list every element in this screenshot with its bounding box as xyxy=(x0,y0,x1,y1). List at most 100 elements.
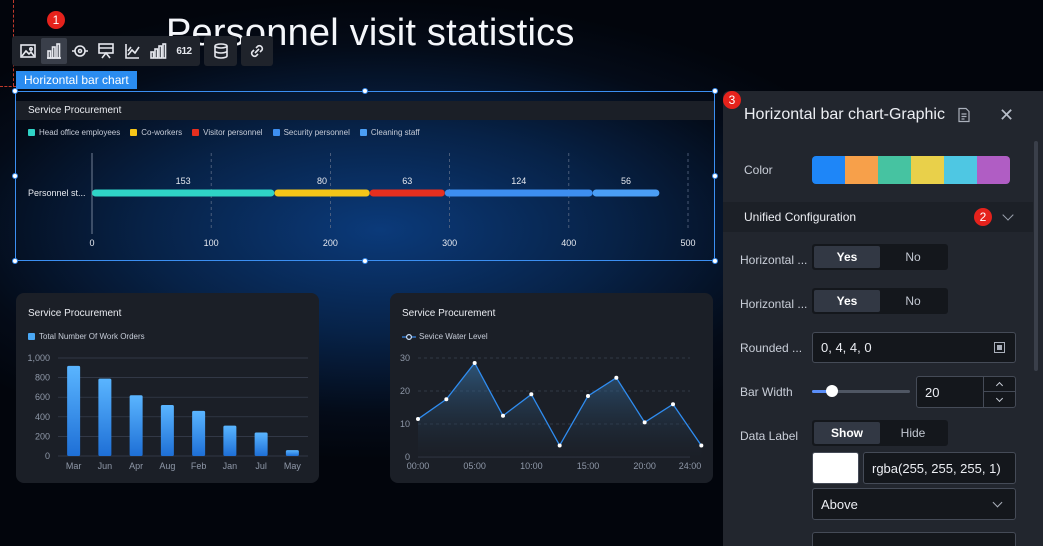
link-corners-icon[interactable] xyxy=(994,342,1005,353)
legend-item[interactable]: Visitor personnel xyxy=(192,128,263,137)
yes-option[interactable]: Yes xyxy=(814,246,880,268)
link-icon[interactable] xyxy=(241,36,273,66)
resize-handle[interactable] xyxy=(12,88,18,94)
resize-handle[interactable] xyxy=(712,258,718,264)
y-tick-label: 400 xyxy=(35,412,50,422)
bar xyxy=(223,425,237,456)
board-icon[interactable] xyxy=(93,38,119,64)
show-option[interactable]: Show xyxy=(814,422,880,444)
color-palette[interactable] xyxy=(812,156,1010,184)
x-tick-label: 100 xyxy=(204,238,219,248)
x-tick-label: 10:00 xyxy=(520,461,543,471)
increment-button[interactable] xyxy=(984,377,1015,392)
data-label: 63 xyxy=(402,176,412,186)
x-tick-label: 0 xyxy=(89,238,94,248)
unified-config-section[interactable]: Unified Configuration 2 xyxy=(723,202,1033,232)
x-tick-label: 300 xyxy=(442,238,457,248)
x-tick-label: Jan xyxy=(223,461,238,471)
panel-scrollbar[interactable] xyxy=(1034,141,1038,371)
bar-width-input[interactable]: 20 xyxy=(916,376,1016,408)
legend-label: Sevice Water Level xyxy=(419,332,488,341)
area-chart: 0 10 20 30 00:00 05:00 10:00 15:00 20:00 24:00 xyxy=(400,353,704,471)
bar-segment xyxy=(444,189,593,197)
legend-item[interactable]: Total Number Of Work Orders xyxy=(28,332,145,341)
card-title: Service Procurement xyxy=(402,308,496,319)
legend-item[interactable]: Cleaning staff xyxy=(359,128,420,137)
bar-segment xyxy=(274,189,370,197)
slider-thumb[interactable] xyxy=(825,385,838,397)
bar-width-slider[interactable] xyxy=(812,385,910,397)
step-badge-1: 1 xyxy=(47,11,65,29)
chart-legend: Head office employees Co-workers Visitor… xyxy=(28,128,430,137)
bar-chart-icon[interactable] xyxy=(41,38,67,64)
resize-handle[interactable] xyxy=(362,88,368,94)
rounded-corners-input[interactable]: 0, 4, 4, 0 xyxy=(812,332,1016,363)
data-label: 56 xyxy=(621,176,631,186)
chevron-down-icon xyxy=(992,497,1003,508)
color-swatch[interactable] xyxy=(845,156,878,184)
color-swatch[interactable] xyxy=(878,156,911,184)
resize-handle[interactable] xyxy=(712,173,718,179)
legend-item[interactable]: Co-workers xyxy=(130,128,182,137)
step-badge-2: 2 xyxy=(974,208,992,226)
bar-width-label: Bar Width xyxy=(740,385,793,399)
bar-width-stepper[interactable] xyxy=(983,377,1015,407)
color-swatch[interactable] xyxy=(812,156,845,184)
legend-swatch xyxy=(192,129,200,136)
x-tick-label: Jun xyxy=(98,461,113,471)
x-tick-label: May xyxy=(284,461,302,471)
resize-handle[interactable] xyxy=(12,258,18,264)
step-badge-3: 3 xyxy=(723,91,741,109)
data-point xyxy=(501,413,505,418)
database-icon[interactable] xyxy=(204,36,237,66)
legend-item[interactable]: Security personnel xyxy=(272,128,350,137)
bar-number-icon[interactable] xyxy=(145,38,171,64)
legend-swatch xyxy=(28,129,35,136)
chevron-down-icon[interactable] xyxy=(1002,209,1014,221)
data-label-label: Data Label xyxy=(740,429,799,443)
y-tick-label: 800 xyxy=(35,373,50,383)
yes-option[interactable]: Yes xyxy=(814,290,880,312)
label-color-picker[interactable] xyxy=(812,452,859,484)
selection-box xyxy=(15,91,715,261)
data-point xyxy=(444,397,449,402)
legend-label: Total Number Of Work Orders xyxy=(39,332,145,341)
number-icon[interactable]: 612 xyxy=(171,38,197,64)
resize-handle[interactable] xyxy=(362,258,368,264)
horizontal-toggle-1[interactable]: Yes No xyxy=(812,244,948,270)
no-option[interactable]: No xyxy=(905,250,921,264)
number-icon-label: 612 xyxy=(176,45,192,57)
next-field-partial[interactable] xyxy=(812,532,1016,546)
area-fill xyxy=(418,362,702,457)
rounded-label: Rounded ... xyxy=(740,341,803,355)
image-icon[interactable] xyxy=(15,38,41,64)
x-tick-label: 24:00 xyxy=(679,461,702,471)
bar xyxy=(285,450,299,456)
color-swatch[interactable] xyxy=(977,156,1010,184)
label-position-select[interactable]: Above xyxy=(812,488,1016,520)
horizontal-bar-chart: 0 100 200 300 400 500 Personnel st... 153 80 63 12… xyxy=(28,153,696,248)
decrement-button[interactable] xyxy=(984,392,1015,407)
legend-swatch xyxy=(28,333,35,340)
resize-handle[interactable] xyxy=(712,88,718,94)
chevron-up-icon xyxy=(995,381,1004,390)
selection-tag[interactable]: Horizontal bar chart xyxy=(16,71,137,89)
vertical-bar-chart: 0 200 400 600 800 1,000 Mar Jun Apr Aug Feb Jan Jul M… xyxy=(27,353,308,471)
legend-item[interactable]: Head office employees xyxy=(28,128,120,137)
target-icon[interactable] xyxy=(67,38,93,64)
data-label-toggle[interactable]: Show Hide xyxy=(812,420,948,446)
label-color-input[interactable]: rgba(255, 255, 255, 1) xyxy=(863,452,1016,484)
close-icon[interactable]: ✕ xyxy=(999,105,1015,125)
legend-item[interactable]: Sevice Water Level xyxy=(402,332,488,341)
color-swatch[interactable] xyxy=(944,156,977,184)
x-tick-label: 20:00 xyxy=(633,461,656,471)
color-swatch[interactable] xyxy=(911,156,944,184)
y-tick-label: 200 xyxy=(35,431,50,441)
horizontal-toggle-2[interactable]: Yes No xyxy=(812,288,948,314)
x-tick-label: 500 xyxy=(680,238,695,248)
document-icon[interactable] xyxy=(956,107,972,123)
axis-chart-icon[interactable] xyxy=(119,38,145,64)
resize-handle[interactable] xyxy=(12,173,18,179)
no-option[interactable]: No xyxy=(905,294,921,308)
hide-option[interactable]: Hide xyxy=(900,426,926,440)
